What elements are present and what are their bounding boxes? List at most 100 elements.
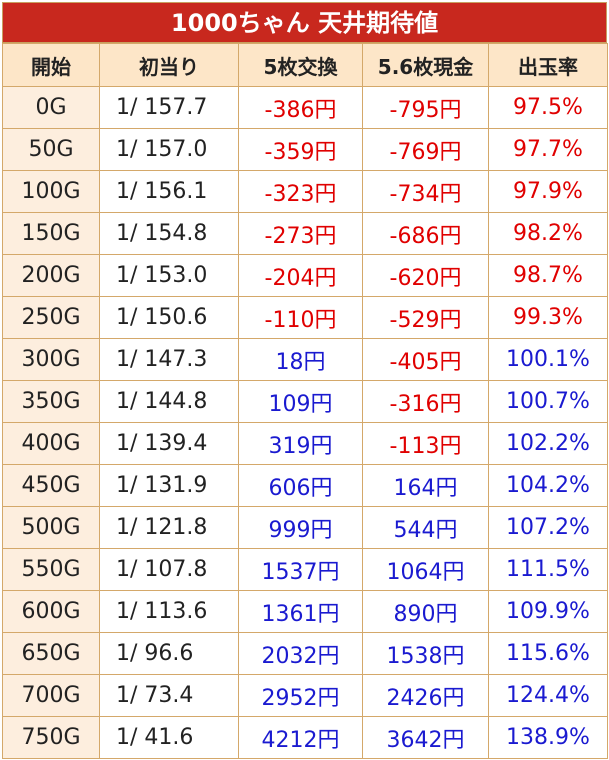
start-cell: 300G	[2, 338, 100, 381]
first-hit-cell: 1/ 157.7	[99, 86, 239, 129]
exchange-5-cell: 2952円	[238, 674, 363, 717]
first-hit-cell: 1/ 153.0	[99, 254, 239, 297]
payout-rate-cell: 107.2%	[488, 506, 608, 549]
payout-rate-cell: 111.5%	[488, 548, 608, 591]
table-title: 1000ちゃん 天井期待値	[2, 2, 607, 43]
header-cash-5-6: 5.6枚現金	[362, 43, 489, 87]
cash-5-6-cell: 164円	[362, 464, 489, 507]
table-row: 550G 1/ 107.8 1537円 1064円 111.5%	[2, 548, 608, 591]
exchange-5-cell: 2032円	[238, 632, 363, 675]
payout-rate-cell: 99.3%	[488, 296, 608, 339]
start-cell: 650G	[2, 632, 100, 675]
first-hit-cell: 1/ 41.6	[99, 716, 239, 759]
payout-rate-cell: 100.1%	[488, 338, 608, 381]
first-hit-cell: 1/ 96.6	[99, 632, 239, 675]
table-body: 0G 1/ 157.7 -386円 -795円 97.5% 50G 1/ 157.0 -359…	[2, 86, 608, 759]
first-hit-cell: 1/ 150.6	[99, 296, 239, 339]
payout-rate-cell: 97.9%	[488, 170, 608, 213]
start-cell: 250G	[2, 296, 100, 339]
exchange-5-cell: -359円	[238, 128, 363, 171]
expectation-table: 開始 初当り 5枚交換 5.6枚現金 出玉率 0G 1/ 157.7 -386円 -7…	[2, 43, 608, 759]
payout-rate-cell: 100.7%	[488, 380, 608, 423]
payout-rate-cell: 98.2%	[488, 212, 608, 255]
start-cell: 50G	[2, 128, 100, 171]
exchange-5-cell: 109円	[238, 380, 363, 423]
cash-5-6-cell: -113円	[362, 422, 489, 465]
start-cell: 750G	[2, 716, 100, 759]
cash-5-6-cell: -620円	[362, 254, 489, 297]
start-cell: 600G	[2, 590, 100, 633]
table-row: 650G 1/ 96.6 2032円 1538円 115.6%	[2, 632, 608, 675]
table-row: 100G 1/ 156.1 -323円 -734円 97.9%	[2, 170, 608, 213]
start-cell: 200G	[2, 254, 100, 297]
start-cell: 350G	[2, 380, 100, 423]
payout-rate-cell: 115.6%	[488, 632, 608, 675]
cash-5-6-cell: 544円	[362, 506, 489, 549]
cash-5-6-cell: 1538円	[362, 632, 489, 675]
start-cell: 150G	[2, 212, 100, 255]
header-row: 開始 初当り 5枚交換 5.6枚現金 出玉率	[2, 43, 608, 87]
payout-rate-cell: 102.2%	[488, 422, 608, 465]
cash-5-6-cell: 3642円	[362, 716, 489, 759]
exchange-5-cell: -323円	[238, 170, 363, 213]
first-hit-cell: 1/ 131.9	[99, 464, 239, 507]
start-cell: 500G	[2, 506, 100, 549]
table-row: 400G 1/ 139.4 319円 -113円 102.2%	[2, 422, 608, 465]
exchange-5-cell: -273円	[238, 212, 363, 255]
exchange-5-cell: 1361円	[238, 590, 363, 633]
header-payout-rate: 出玉率	[488, 43, 608, 87]
table-row: 450G 1/ 131.9 606円 164円 104.2%	[2, 464, 608, 507]
exchange-5-cell: -386円	[238, 86, 363, 129]
cash-5-6-cell: 2426円	[362, 674, 489, 717]
payout-rate-cell: 97.7%	[488, 128, 608, 171]
first-hit-cell: 1/ 156.1	[99, 170, 239, 213]
exchange-5-cell: 999円	[238, 506, 363, 549]
cash-5-6-cell: -316円	[362, 380, 489, 423]
start-cell: 100G	[2, 170, 100, 213]
first-hit-cell: 1/ 147.3	[99, 338, 239, 381]
table-row: 200G 1/ 153.0 -204円 -620円 98.7%	[2, 254, 608, 297]
first-hit-cell: 1/ 157.0	[99, 128, 239, 171]
exchange-5-cell: -204円	[238, 254, 363, 297]
cash-5-6-cell: -405円	[362, 338, 489, 381]
table-row: 700G 1/ 73.4 2952円 2426円 124.4%	[2, 674, 608, 717]
exchange-5-cell: 319円	[238, 422, 363, 465]
table-row: 350G 1/ 144.8 109円 -316円 100.7%	[2, 380, 608, 423]
cash-5-6-cell: -769円	[362, 128, 489, 171]
table-row: 150G 1/ 154.8 -273円 -686円 98.2%	[2, 212, 608, 255]
cash-5-6-cell: -529円	[362, 296, 489, 339]
exchange-5-cell: 4212円	[238, 716, 363, 759]
header-start: 開始	[2, 43, 100, 87]
cash-5-6-cell: 1064円	[362, 548, 489, 591]
table-row: 500G 1/ 121.8 999円 544円 107.2%	[2, 506, 608, 549]
start-cell: 450G	[2, 464, 100, 507]
first-hit-cell: 1/ 144.8	[99, 380, 239, 423]
payout-rate-cell: 98.7%	[488, 254, 608, 297]
table-row: 0G 1/ 157.7 -386円 -795円 97.5%	[2, 86, 608, 129]
table-row: 600G 1/ 113.6 1361円 890円 109.9%	[2, 590, 608, 633]
table-row: 50G 1/ 157.0 -359円 -769円 97.7%	[2, 128, 608, 171]
start-cell: 700G	[2, 674, 100, 717]
table-row: 750G 1/ 41.6 4212円 3642円 138.9%	[2, 716, 608, 759]
payout-rate-cell: 104.2%	[488, 464, 608, 507]
cash-5-6-cell: 890円	[362, 590, 489, 633]
cash-5-6-cell: -734円	[362, 170, 489, 213]
table-row: 250G 1/ 150.6 -110円 -529円 99.3%	[2, 296, 608, 339]
start-cell: 0G	[2, 86, 100, 129]
table-row: 300G 1/ 147.3 18円 -405円 100.1%	[2, 338, 608, 381]
payout-rate-cell: 109.9%	[488, 590, 608, 633]
header-exchange-5: 5枚交換	[238, 43, 363, 87]
header-first-hit: 初当り	[99, 43, 239, 87]
first-hit-cell: 1/ 121.8	[99, 506, 239, 549]
first-hit-cell: 1/ 139.4	[99, 422, 239, 465]
start-cell: 400G	[2, 422, 100, 465]
first-hit-cell: 1/ 73.4	[99, 674, 239, 717]
payout-rate-cell: 138.9%	[488, 716, 608, 759]
payout-rate-cell: 97.5%	[488, 86, 608, 129]
first-hit-cell: 1/ 107.8	[99, 548, 239, 591]
payout-rate-cell: 124.4%	[488, 674, 608, 717]
cash-5-6-cell: -686円	[362, 212, 489, 255]
first-hit-cell: 1/ 113.6	[99, 590, 239, 633]
exchange-5-cell: 606円	[238, 464, 363, 507]
